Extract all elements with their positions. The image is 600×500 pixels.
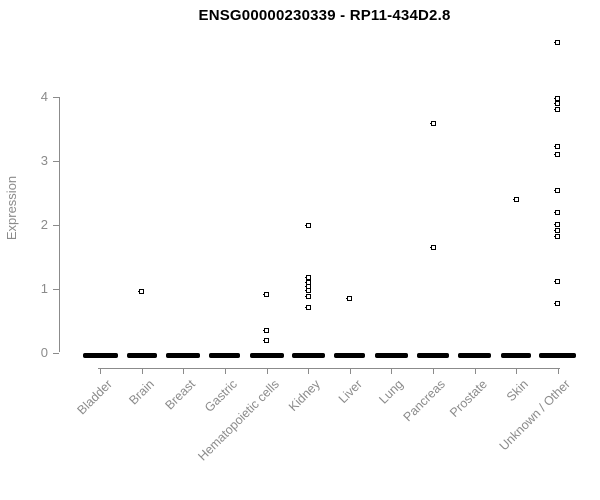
x-axis-tick: [224, 368, 226, 374]
x-tick-label: Brain: [125, 377, 157, 408]
data-point: [554, 301, 561, 307]
x-tick-label: Lung: [376, 377, 407, 407]
data-point: [138, 289, 145, 295]
y-tick-label: 1: [40, 280, 48, 296]
data-point: [554, 101, 561, 107]
zero-expression-cluster: [458, 352, 492, 358]
x-axis-tick: [141, 368, 143, 374]
y-axis-label: Expression: [3, 175, 19, 241]
zero-expression-cluster: [334, 352, 366, 358]
x-tick-label: Bladder: [74, 377, 115, 418]
data-point: [304, 288, 311, 294]
x-tick-label: Skin: [504, 377, 532, 405]
x-tick-label: Kidney: [286, 377, 324, 414]
y-axis-tick: [53, 352, 59, 354]
zero-expression-cluster: [249, 352, 284, 358]
plot-title: ENSG00000230339 - RP11-434D2.8: [198, 7, 451, 24]
data-point: [512, 196, 519, 202]
x-axis-tick: [557, 368, 559, 374]
x-axis-tick: [349, 368, 351, 374]
x-axis-tick: [391, 368, 393, 374]
data-point: [554, 40, 561, 46]
data-point: [554, 227, 561, 233]
data-point: [554, 221, 561, 227]
data-point: [304, 304, 311, 310]
zero-expression-cluster: [166, 352, 201, 358]
y-axis-tick: [53, 96, 59, 98]
zero-expression-cluster: [374, 352, 408, 358]
data-point: [263, 292, 270, 298]
data-point: [263, 338, 270, 344]
x-axis-tick: [266, 368, 268, 374]
x-tick-label: Prostate: [446, 377, 490, 420]
y-axis-tick: [53, 160, 59, 162]
data-point: [304, 293, 311, 299]
data-point: [429, 121, 436, 127]
data-point: [554, 95, 561, 101]
data-point: [346, 295, 353, 301]
data-point: [554, 107, 561, 113]
y-tick-label: 3: [40, 152, 48, 168]
data-point: [429, 244, 436, 250]
y-tick-label: 2: [40, 216, 48, 232]
zero-expression-cluster: [82, 352, 118, 358]
y-axis-line: [59, 96, 60, 353]
x-axis-tick: [308, 368, 310, 374]
x-axis-tick: [474, 368, 476, 374]
data-point: [554, 279, 561, 285]
x-tick-label: Liver: [335, 377, 365, 407]
data-point: [263, 328, 270, 334]
x-axis-tick: [433, 368, 435, 374]
zero-expression-cluster: [126, 352, 157, 358]
x-axis-line: [98, 368, 560, 369]
zero-expression-cluster: [539, 352, 577, 358]
data-point: [554, 151, 561, 157]
x-tick-label: Gastric: [201, 377, 240, 415]
zero-expression-cluster: [209, 352, 241, 358]
data-point: [554, 234, 561, 240]
x-tick-label: Hematopoietic cells: [194, 377, 282, 464]
zero-expression-cluster: [417, 352, 450, 358]
y-axis-tick: [53, 224, 59, 226]
zero-expression-cluster: [501, 352, 532, 358]
data-point: [554, 143, 561, 149]
y-tick-label: 4: [40, 88, 48, 104]
data-point: [304, 222, 311, 228]
x-axis-tick: [516, 368, 518, 374]
data-point: [554, 210, 561, 216]
x-tick-label: Breast: [162, 377, 199, 413]
y-tick-label: 0: [40, 344, 48, 360]
x-axis-tick: [100, 368, 101, 374]
x-tick-label: Pancreas: [400, 377, 448, 425]
zero-expression-cluster: [291, 352, 325, 358]
data-point: [554, 188, 561, 194]
x-axis-tick: [183, 368, 185, 374]
y-axis-tick: [53, 288, 59, 290]
